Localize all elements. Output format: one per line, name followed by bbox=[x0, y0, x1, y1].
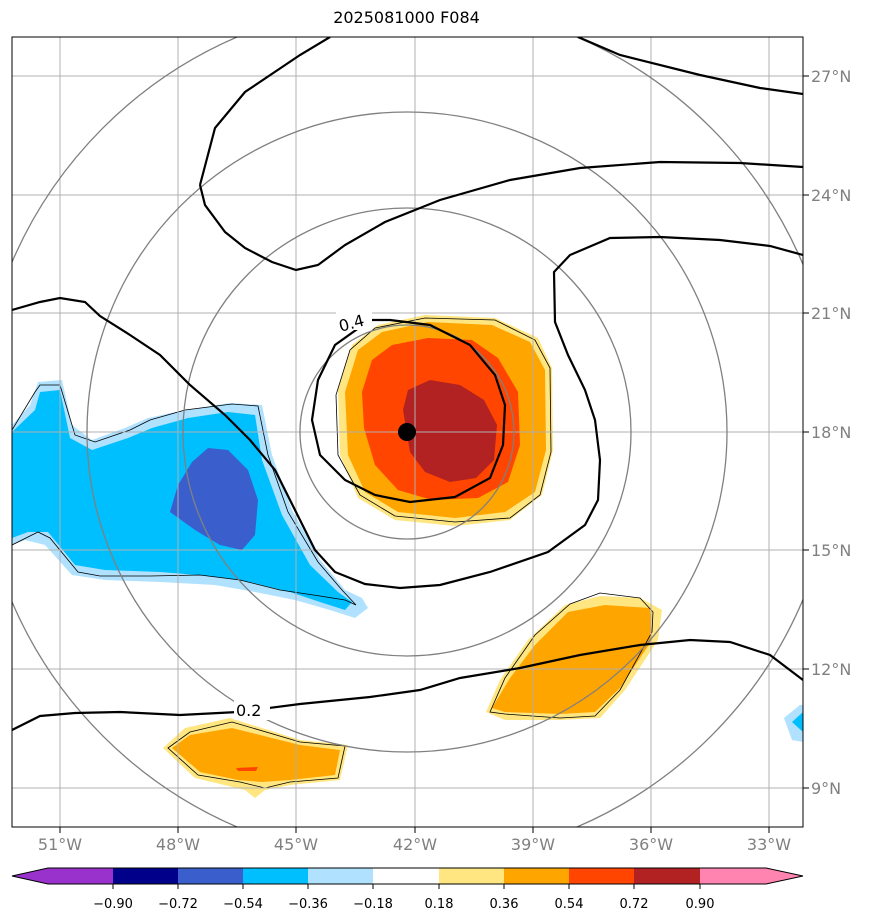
fill-orange-se bbox=[492, 605, 652, 714]
graticule bbox=[12, 37, 803, 827]
colorbar-swatch bbox=[243, 868, 309, 884]
colorbar-swatch bbox=[439, 868, 505, 884]
colorbar-swatch bbox=[113, 868, 179, 884]
colorbar-tick-label: −0.72 bbox=[158, 897, 198, 912]
lon-label: 33°W bbox=[747, 835, 791, 854]
colorbar-tick-label: 0.36 bbox=[490, 897, 519, 912]
lon-label: 39°W bbox=[511, 835, 555, 854]
lon-label: 48°W bbox=[156, 835, 200, 854]
fill-orange-s bbox=[172, 728, 340, 782]
contour-lines bbox=[12, 37, 803, 731]
longitude-labels: 51°W 48°W 45°W 42°W 39°W 36°W 33°W bbox=[38, 835, 791, 854]
colorbar-outline bbox=[11, 867, 804, 885]
range-ring-2 bbox=[182, 207, 632, 657]
contour-0.4 bbox=[310, 318, 507, 504]
lon-label: 45°W bbox=[274, 835, 318, 854]
lon-label: 36°W bbox=[629, 835, 673, 854]
lon-label: 42°W bbox=[393, 835, 437, 854]
range-ring-3 bbox=[86, 111, 728, 753]
lat-label: 9°N bbox=[811, 779, 841, 798]
colorbar: −0.90 −0.72 −0.54 −0.36 −0.18 0.18 0.36 … bbox=[11, 867, 804, 912]
anomaly-fill-blue bbox=[12, 380, 803, 742]
lat-label: 21°N bbox=[811, 304, 851, 323]
colorbar-swatch bbox=[178, 868, 244, 884]
colorbar-tick-label: −0.36 bbox=[288, 897, 328, 912]
range-ring-1 bbox=[299, 324, 515, 540]
storm-center-marker bbox=[398, 423, 416, 441]
axis-ticks bbox=[59, 75, 809, 833]
contour-north-right bbox=[577, 37, 803, 96]
contour-label-0.2: 0.2 bbox=[236, 701, 261, 720]
lat-label: 12°N bbox=[811, 660, 851, 679]
colorbar-swatch bbox=[634, 868, 701, 884]
colorbar-extend-high bbox=[766, 868, 803, 884]
colorbar-swatch bbox=[700, 868, 767, 884]
latitude-labels: 27°N 24°N 21°N 18°N 15°N 12°N 9°N bbox=[811, 67, 851, 798]
colorbar-tick-label: 0.54 bbox=[555, 897, 584, 912]
colorbar-extend-low bbox=[12, 868, 48, 884]
fill-darkred-main bbox=[403, 380, 497, 482]
range-rings bbox=[12, 37, 803, 827]
lat-label: 27°N bbox=[811, 67, 851, 86]
colorbar-swatch bbox=[504, 868, 570, 884]
lon-label: 51°W bbox=[38, 835, 82, 854]
contour-west bbox=[12, 235, 803, 590]
colorbar-swatch bbox=[308, 868, 374, 884]
contour-label-bg bbox=[336, 308, 372, 330]
chart-title: 2025081000 F084 bbox=[333, 8, 480, 27]
lat-label: 18°N bbox=[811, 423, 851, 442]
map-area: 0.4 0.2 bbox=[12, 37, 803, 827]
contour-loop-upper bbox=[198, 160, 803, 272]
fill-cyan-edge-inner bbox=[792, 712, 803, 732]
colorbar-tick-label: 0.18 bbox=[425, 897, 454, 912]
colorbar-tick-label: −0.90 bbox=[93, 897, 133, 912]
contour-north bbox=[198, 37, 331, 186]
fill-red-s bbox=[236, 767, 258, 771]
colorbar-tick-label: −0.54 bbox=[223, 897, 263, 912]
contour-label-bg bbox=[234, 700, 270, 720]
fill-outlines bbox=[12, 317, 654, 789]
colorbar-tick-label: 0.72 bbox=[620, 897, 649, 912]
anomaly-fill-warm bbox=[163, 315, 662, 798]
lat-label: 24°N bbox=[811, 186, 851, 205]
fill-dark-blue bbox=[170, 448, 258, 550]
colorbar-tick-label: −0.18 bbox=[353, 897, 393, 912]
colorbar-tick-label: 0.90 bbox=[686, 897, 715, 912]
lat-label: 15°N bbox=[811, 541, 851, 560]
fill-cyan-edge bbox=[784, 705, 803, 742]
colorbar-swatch bbox=[48, 868, 114, 884]
contour-0.2 bbox=[12, 638, 803, 731]
colorbar-swatch bbox=[569, 868, 635, 884]
colorbar-swatch bbox=[373, 868, 440, 884]
